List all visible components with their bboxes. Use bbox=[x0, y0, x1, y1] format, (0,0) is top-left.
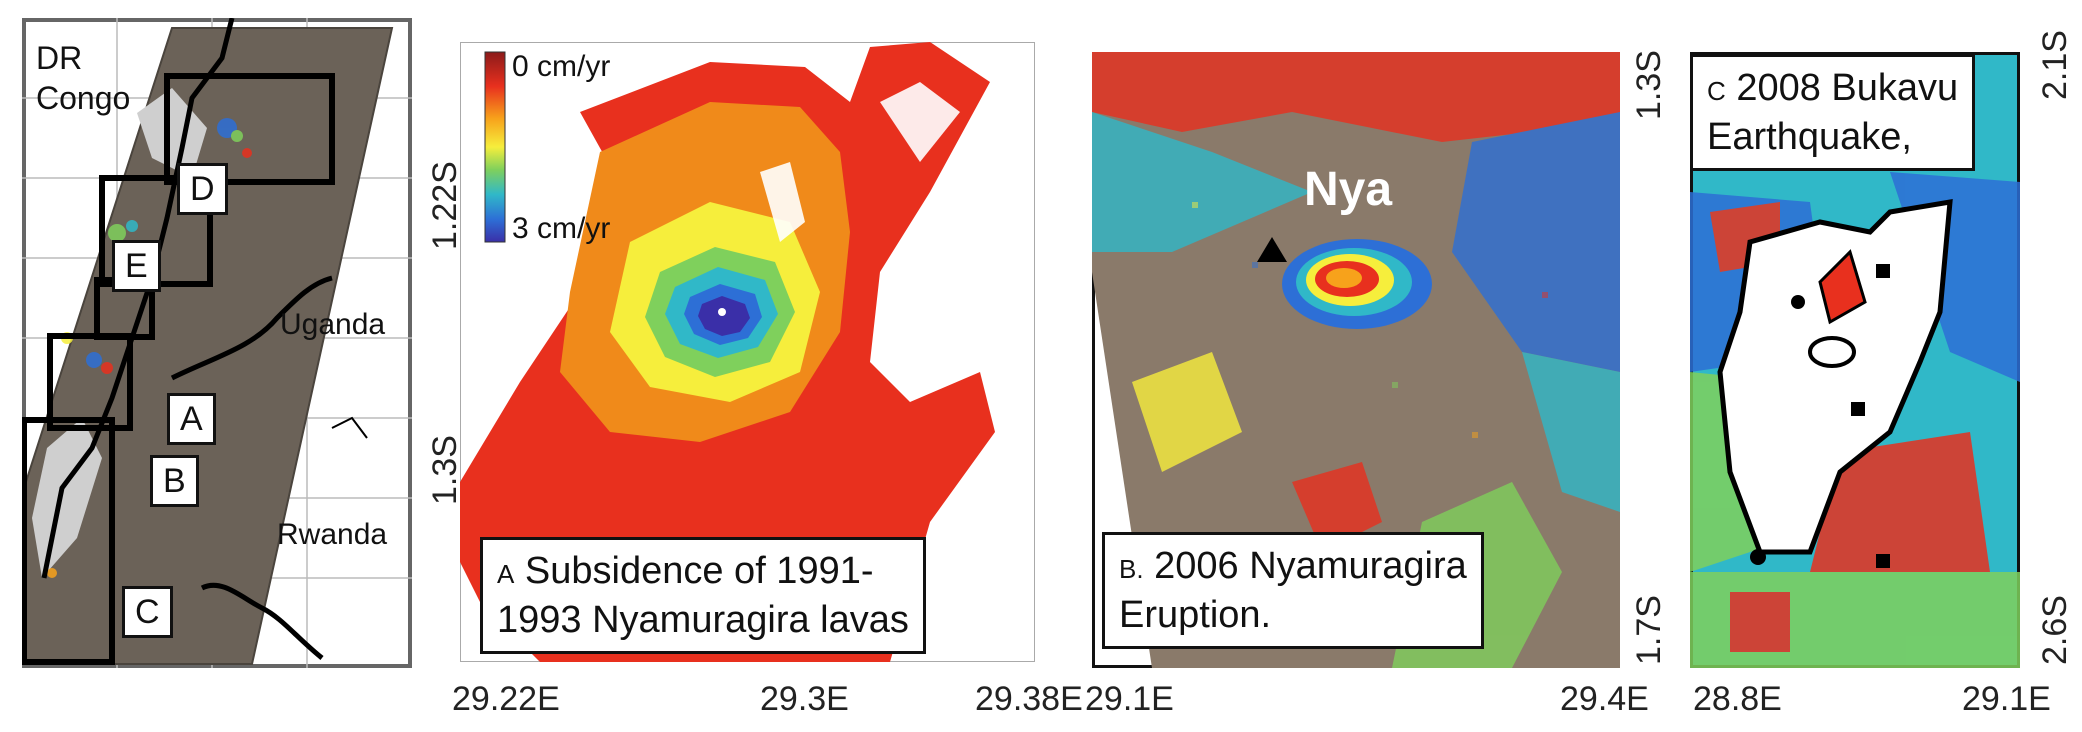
colorbar-min-label: 3 cm/yr bbox=[512, 212, 611, 245]
box-label-c: C bbox=[122, 586, 173, 638]
panel-b-y-tick-1: 1.3S bbox=[1630, 50, 1668, 120]
panel-a-x-tick-1: 29.22E bbox=[452, 680, 560, 718]
panel-c-caption-line1: 2008 Bukavu bbox=[1736, 67, 1959, 109]
panel-c-caption-prefix: C bbox=[1707, 76, 1726, 106]
panel-b-caption-line1: 2006 Nyamuragira bbox=[1154, 545, 1467, 587]
panel-a-x-tick-3: 29.38E bbox=[975, 680, 1083, 718]
box-label-a: A bbox=[167, 393, 216, 445]
panel-a: 0 cm/yr 3 cm/yr A Subsidence of 1991- 19… bbox=[460, 42, 1035, 662]
box-label-d: D bbox=[177, 163, 228, 215]
panel-a-caption-line2: 1993 Nyamuragira lavas bbox=[497, 599, 909, 641]
panel-c-x-tick-1: 28.8E bbox=[1693, 680, 1782, 718]
panel-b-x-tick-2: 29.4E bbox=[1560, 680, 1649, 718]
overview-map: DR Congo Uganda Rwanda D E A B C bbox=[22, 18, 412, 668]
volcano-label-nya: Nya bbox=[1304, 163, 1393, 216]
panel-b: Nya B. 2006 Nyamuragira Eruption. bbox=[1092, 52, 1620, 668]
country-label-drc-1: DR Congo bbox=[36, 40, 131, 116]
panel-c-caption: C 2008 Bukavu Earthquake, bbox=[1690, 54, 1976, 171]
panel-b-x-tick-1: 29.1E bbox=[1085, 680, 1174, 718]
panel-b-caption-prefix: B. bbox=[1119, 554, 1144, 584]
panel-a-y-tick-1: 1.22S bbox=[426, 161, 464, 250]
country-label-uganda: Uganda bbox=[280, 308, 386, 341]
panel-c-x-tick-2: 29.1E bbox=[1962, 680, 2051, 718]
colorbar-max-label: 0 cm/yr bbox=[512, 50, 611, 83]
box-label-b: B bbox=[150, 455, 199, 507]
panel-c-y-tick-2: 2.6S bbox=[2036, 595, 2074, 665]
panel-a-caption: A Subsidence of 1991- 1993 Nyamuragira l… bbox=[480, 537, 926, 654]
panel-b-caption-line2: Eruption. bbox=[1119, 594, 1272, 636]
box-label-e: E bbox=[112, 240, 161, 292]
panel-a-y-tick-2: 1.3S bbox=[426, 435, 464, 505]
panel-b-caption: B. 2006 Nyamuragira Eruption. bbox=[1102, 532, 1484, 649]
panel-b-y-tick-2: 1.7S bbox=[1630, 595, 1668, 665]
panel-a-caption-line1: Subsidence of 1991- bbox=[524, 550, 874, 592]
panel-a-caption-prefix: A bbox=[497, 559, 515, 589]
panel-c-y-tick-1: 2.1S bbox=[2036, 30, 2074, 100]
country-label-rwanda: Rwanda bbox=[277, 518, 388, 551]
panel-c-caption-line2: Earthquake, bbox=[1707, 116, 1912, 158]
overview-map-graphic bbox=[22, 18, 412, 668]
panel-c: C 2008 Bukavu Earthquake, bbox=[1690, 52, 2020, 668]
panel-a-x-tick-2: 29.3E bbox=[760, 680, 849, 718]
